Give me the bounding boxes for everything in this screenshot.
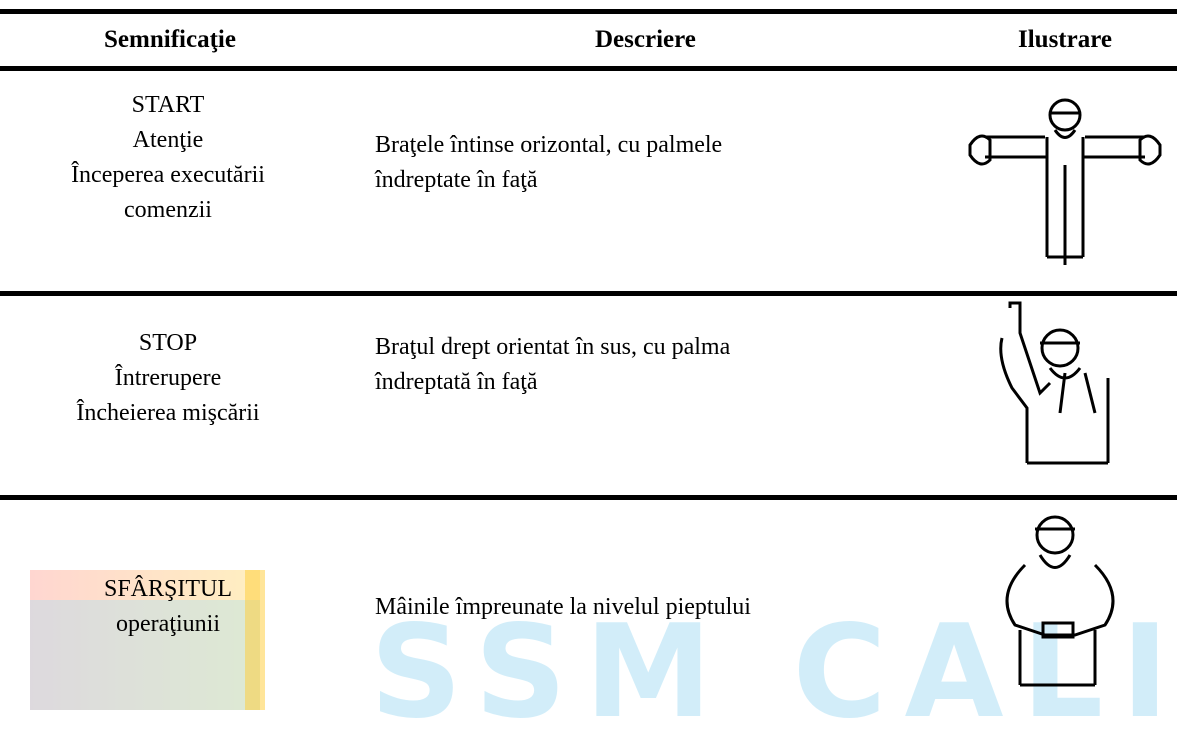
- meaning-cell: SFÂRŞITUL operaţiunii: [40, 572, 296, 642]
- description-cell: Braţul drept orientat în sus, cu palma în…: [375, 330, 935, 400]
- table-rule: [0, 9, 1177, 14]
- text-line: START: [131, 92, 205, 118]
- table-rule: [0, 291, 1177, 296]
- text-line: STOP: [138, 330, 198, 356]
- watermark-logo: [30, 570, 265, 710]
- text-line: Întrerupere: [114, 365, 222, 391]
- text-line: Încheierea mişcării: [76, 400, 260, 426]
- text-line: comenzii: [124, 197, 212, 223]
- illustration: [999, 301, 1110, 465]
- header-cell: Descriere: [595, 26, 696, 53]
- text-line: Braţele întinse orizontal, cu palmele: [375, 132, 723, 158]
- text-line: Atenţie: [132, 127, 204, 153]
- text-line: îndreptată în faţă: [375, 369, 538, 395]
- text-line: Mâinile împreunate la nivelul pieptului: [375, 594, 751, 620]
- header-cell: Ilustrare: [1018, 26, 1112, 53]
- table-rule: [0, 495, 1177, 500]
- description-cell: Mâinile împreunate la nivelul pieptului: [375, 590, 935, 625]
- meaning-cell: START Atenţie Începerea executării comenzii: [40, 88, 296, 228]
- page: SSM CALIT Semnificaţie Descriere Ilustra…: [0, 9, 1177, 747]
- header-cell: Semnificaţie: [104, 26, 236, 53]
- text-line: SFÂRŞITUL: [103, 576, 233, 602]
- illustration: [1005, 515, 1115, 687]
- meaning-cell: STOP Întrerupere Încheierea mişcării: [40, 326, 296, 431]
- text-line: îndreptate în faţă: [375, 167, 538, 193]
- text-line: operaţiunii: [116, 611, 220, 637]
- description-cell: Braţele întinse orizontal, cu palmele înd…: [375, 128, 935, 198]
- text-line: Începerea executării: [71, 162, 265, 188]
- table-rule: [0, 66, 1177, 71]
- illustration: [968, 98, 1162, 265]
- text-line: Braţul drept orientat în sus, cu palma: [375, 334, 731, 360]
